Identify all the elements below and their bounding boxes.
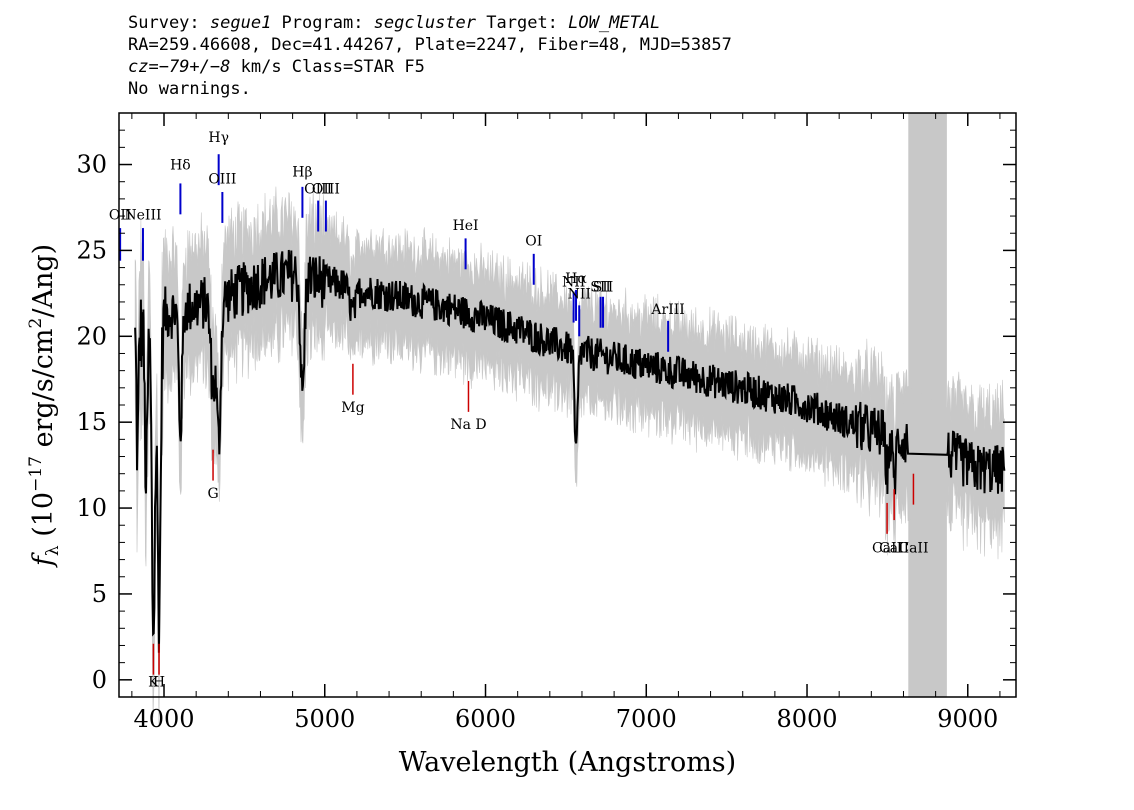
absorption-line-label: K [148,675,159,691]
absorption-line-label: G [207,486,218,502]
emission-line-label: NeIII [124,207,161,223]
spectrum-header: Survey: segue1 Program: segcluster Targe… [128,12,732,100]
y-label-units: erg/s/cm [28,328,59,456]
header-line-coordinates: RA=259.46608, Dec=41.44267, Plate=2247, … [128,35,732,55]
emission-line-label: Hδ [170,158,191,174]
emission-line-label: HeI [453,218,479,234]
x-tick-label: 6000 [455,705,516,733]
y-label-squared: 2 [26,318,46,329]
x-tick-label: 8000 [776,705,837,733]
error-band-layer [134,186,1005,727]
program-value: segcluster [373,13,477,33]
y-label-lambda: λ [43,545,63,556]
header-line-redshift: cz=−79+/−8 km/s Class=STAR F5 [128,56,732,78]
flux-line [134,249,1006,653]
emission-line-label: NII [562,274,585,290]
survey-label: Survey: [128,13,210,33]
absorption-line-label: Mg [341,400,364,416]
target-value: LOW_METAL [568,13,661,33]
y-tick-label: 20 [76,322,107,350]
emission-line-label: NII [568,287,591,303]
x-tick-label: 5000 [294,705,355,733]
emission-line-label: Hβ [292,165,312,181]
y-tick-label: 10 [76,494,107,522]
class-text: km/s Class=STAR F5 [230,57,425,77]
absorption-line-label: CaII [898,541,928,557]
emission-line-label: OIII [312,182,340,198]
header-line-survey: Survey: segue1 Program: segcluster Targe… [128,12,732,34]
axis-ticks-layer: 4000 5000 6000 7000 8000 9000 0 5 10 15 20 25 30 [76,112,1016,733]
target-label: Target: [476,13,569,33]
emission-line-label: OIII [208,171,236,187]
absorption-line-label: Na D [450,417,486,433]
absorption-line-label: CaII [872,541,902,557]
y-label-main: (10 [28,492,59,545]
y-label-end: /Ang) [28,244,59,318]
x-tick-label: 9000 [937,705,998,733]
cz-label: cz= [128,57,159,77]
survey-value: segue1 [209,13,272,33]
y-label-exponent: −17 [26,456,46,492]
y-tick-label: 30 [76,151,107,179]
y-tick-label: 15 [76,408,107,436]
x-tick-label: 4000 [133,705,194,733]
error-band [134,186,1005,727]
emission-line-label: Hα [565,271,587,287]
emission-line-label: Hγ [208,130,229,146]
y-tick-label: 5 [92,580,107,608]
emission-line-label: OII [109,207,132,223]
y-tick-label: 0 [92,666,107,694]
header-line-warnings: No warnings. [128,79,251,99]
cz-value: −79+/−8 [158,57,231,77]
emission-line-label: OI [525,233,542,249]
emission-line-label: ArIII [650,302,684,318]
emission-line-label: OIII [304,182,332,198]
absorption-line-label: CaII [879,541,909,557]
emission-line-label: SII [590,280,611,296]
y-axis-label: fλ (10−17 erg/s/cm2/Ang) [26,244,63,568]
x-tick-label: 7000 [616,705,677,733]
y-tick-label: 25 [76,236,107,264]
emission-line-label: SII [593,280,614,296]
program-label: Program: [271,13,374,33]
flux-line-layer [134,249,1006,653]
absorption-line-label: H [153,675,165,691]
y-label-f: f [28,552,59,568]
x-axis-label: Wavelength (Angstroms) [399,747,736,778]
